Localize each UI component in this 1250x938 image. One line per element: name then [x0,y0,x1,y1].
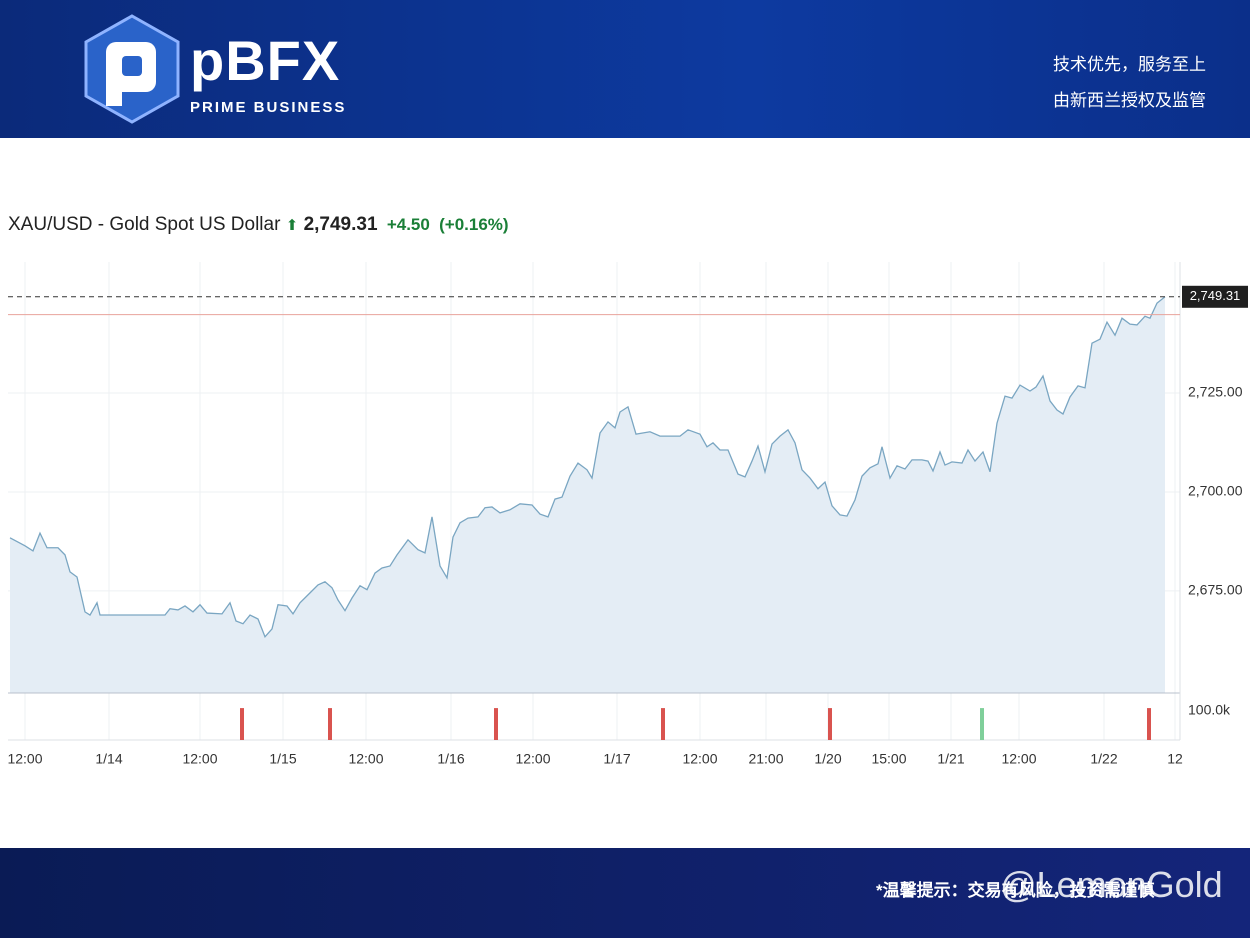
watermark: @LemonGold [1000,864,1223,905]
x-tick-label: 12:00 [682,751,717,767]
x-tick-label: 1/15 [269,751,296,767]
x-tick-label: 1/17 [603,751,630,767]
slogan: 技术优先，服务至上 [1053,55,1206,74]
volume-bar [828,708,832,740]
line [9,296,1166,639]
x-tick-label: 12 [1167,751,1183,767]
x-tick-label: 1/16 [437,751,464,767]
price-tag [1182,285,1248,308]
chart-header: XAU/USD - Gold Spot US Dollar ⬆ 2,749.31… [8,214,509,236]
logo-icon [84,14,180,124]
x-tick-label: 12:00 [348,751,383,767]
x-tick-label: 12:00 [7,751,42,767]
x-tick-label: 1/22 [1090,751,1117,767]
x-tick-label: 12:00 [1001,751,1036,767]
x-tick-label: 15:00 [871,751,906,767]
chart: 12:00 1/14 12:00 1/15 12:00 1/16 12:00 1/17 12:0… [7,262,1248,767]
header: pBFX PRIME BUSINESS 技术优先，服务至上 由新西兰授权及监管 [0,0,1250,138]
price-tag-label: 2,749.31 [1190,288,1241,303]
x-tick-label: 1/14 [95,751,122,767]
slogan: 由新西兰授权及监管 [1053,91,1206,110]
volume-bar [661,708,665,740]
brand: pBFX [190,29,341,92]
footer: *温馨提示：交易有风险，投资需谨慎 @LemonGold [0,848,1250,938]
x-tick-label: 1/21 [937,751,964,767]
volume-bar [328,708,332,740]
volume-bar [240,708,244,740]
area [10,296,1165,693]
y-tick-label: 2,725.00 [1188,384,1243,400]
change: +4.50 [386,215,430,234]
x-tick-label: 12:00 [182,751,217,767]
y-tick-label: 2,700.00 [1188,483,1243,499]
up-arrow: ⬆ [285,217,299,234]
x-tick-label: 21:00 [748,751,783,767]
volume-bar [494,708,498,740]
chart-title: XAU/USD - Gold Spot US Dollar [8,214,281,235]
tagline: PRIME BUSINESS [190,99,347,116]
volume-tick-label: 100.0k [1188,702,1231,718]
volume-bar [980,708,984,740]
volume-bar [1147,708,1151,740]
x-tick-label: 12:00 [515,751,550,767]
x-tick-label: 1/20 [814,751,841,767]
change-pct: (+0.16%) [439,215,509,234]
notice: *温馨提示：交易有风险，投资需谨慎 [876,881,1155,900]
price: 2,749.31 [303,214,378,235]
y-tick-label: 2,675.00 [1188,582,1243,598]
